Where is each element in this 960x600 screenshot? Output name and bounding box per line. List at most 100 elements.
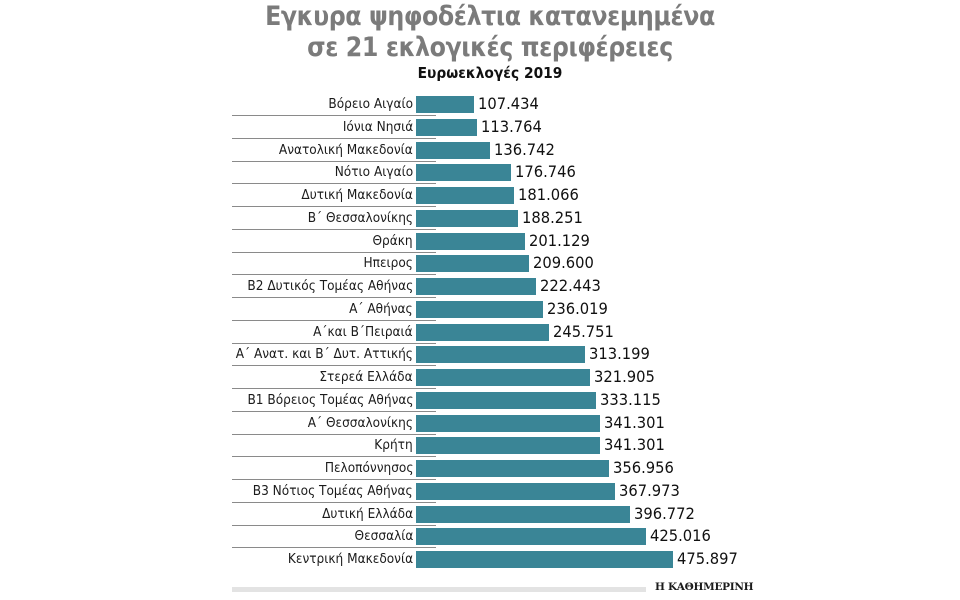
- category-label: Α΄ Ανατ. και Β΄ Δυτ. Αττικής: [235, 346, 413, 363]
- row-separator: [232, 456, 436, 458]
- row-separator: [232, 251, 436, 253]
- row-separator: [232, 274, 436, 276]
- value-label: 113.764: [481, 116, 542, 136]
- category-label: Α΄ Αθήνας: [349, 300, 413, 317]
- bar-row: Α΄ Ανατ. και Β΄ Δυτ. Αττικής 313.199: [232, 344, 832, 367]
- bar-row: Κρήτη 341.301: [232, 435, 832, 458]
- row-separator: [232, 433, 436, 435]
- value-label: 321.905: [594, 367, 655, 386]
- bar-row: Α΄ Θεσσαλονίκης 341.301: [232, 413, 832, 436]
- category-label: Πελοπόννησος: [324, 460, 413, 476]
- row-separator: [232, 547, 436, 549]
- category-label: Β3 Νότιος Τομέας Αθήνας: [253, 482, 413, 499]
- category-label: Δυτική Ελλάδα: [321, 505, 413, 522]
- bar-row: Β΄ Θεσσαλονίκης 188.251: [232, 208, 832, 231]
- category-label: Θεσσαλία: [354, 528, 413, 545]
- value-label: 209.600: [533, 253, 594, 273]
- bar: [416, 187, 514, 204]
- category-label: Ηπειρος: [363, 255, 413, 272]
- bar: [416, 278, 536, 295]
- category-label: Θράκη: [372, 232, 413, 249]
- value-label: 333.115: [600, 389, 661, 409]
- chart-subtitle: Ευρωεκλογές 2019: [417, 64, 563, 82]
- value-label: 245.751: [553, 321, 614, 341]
- bar: [416, 369, 590, 386]
- category-label: Α΄ Θεσσαλονίκης: [307, 414, 413, 431]
- row-separator: [232, 342, 436, 344]
- row-separator: [232, 115, 436, 116]
- bar: [416, 323, 549, 341]
- value-label: 107.434: [478, 94, 539, 113]
- value-label: 313.199: [589, 344, 650, 364]
- bar-row: Δυτική Ελλάδα 396.772: [232, 504, 832, 527]
- bar-row: Β2 Δυτικός Τομέας Αθήνας 222.443: [232, 276, 832, 299]
- bar: [416, 551, 673, 568]
- value-label: 176.746: [515, 162, 576, 182]
- row-separator: [232, 319, 436, 321]
- category-label: Ιόνια Νησιά: [342, 118, 413, 135]
- bar-row: Δυτική Μακεδονία 181.066: [232, 185, 832, 208]
- value-label: 356.956: [613, 458, 674, 477]
- bar: [416, 528, 646, 546]
- bar-row: Α΄και Β΄Πειραιά 245.751: [232, 322, 832, 345]
- value-label: 201.129: [529, 230, 590, 250]
- bar: [416, 505, 630, 523]
- bar-row: Στερεά Ελλάδα 321.905: [232, 367, 832, 390]
- bar-row: Θεσσαλία 425.016: [232, 526, 832, 549]
- chart-title-line-2: σε 21 εκλογικές περιφέρειες: [307, 32, 673, 63]
- row-separator: [232, 160, 436, 162]
- bar: [416, 346, 585, 364]
- bar-row: Α΄ Αθήνας 236.019: [232, 299, 832, 322]
- bar: [416, 300, 543, 318]
- bar-row: Ιόνια Νησιά 113.764: [232, 117, 832, 140]
- category-label: Κεντρική Μακεδονία: [287, 551, 413, 567]
- value-label: 341.301: [604, 412, 665, 432]
- row-separator: [232, 410, 436, 412]
- bar-row: Πελοπόννησος 356.956: [232, 458, 832, 481]
- row-separator: [232, 228, 436, 230]
- row-separator: [232, 501, 436, 503]
- row-separator: [232, 297, 436, 298]
- row-separator: [232, 183, 436, 185]
- value-label: 475.897: [677, 549, 738, 568]
- bar: [416, 96, 474, 113]
- bar-row: Β3 Νότιος Τομέας Αθήνας 367.973: [232, 481, 832, 504]
- row-separator: [232, 524, 436, 526]
- value-label: 188.251: [522, 207, 583, 227]
- category-label: Β2 Δυτικός Τομέας Αθήνας: [247, 278, 413, 294]
- value-label: 222.443: [540, 276, 601, 295]
- chart-title-line-1: Εγκυρα ψηφοδέλτια κατανεμημένα: [265, 1, 715, 32]
- bar-row: Ανατολική Μακεδονία 136.742: [232, 140, 832, 163]
- bar: [416, 141, 490, 159]
- bar-row: Ηπειρος 209.600: [232, 253, 832, 276]
- bar: [416, 164, 511, 182]
- value-label: 181.066: [518, 185, 579, 204]
- row-separator: [232, 137, 436, 139]
- bar: [416, 414, 600, 432]
- category-label: Β1 Βόρειος Τομέας Αθήνας: [246, 391, 413, 408]
- footer-divider: [232, 587, 646, 592]
- value-label: 341.301: [604, 435, 665, 455]
- value-label: 367.973: [619, 480, 680, 500]
- bar: [416, 482, 615, 500]
- bar: [416, 391, 596, 409]
- bar: [416, 255, 529, 273]
- value-label: 136.742: [494, 139, 555, 159]
- category-label: Βόρειο Αιγαίο: [328, 96, 413, 112]
- category-label: Α΄και Β΄Πειραιά: [313, 323, 413, 340]
- bar-row: Νότιο Αιγαίο 176.746: [232, 162, 832, 185]
- row-separator: [232, 388, 436, 389]
- category-label: Δυτική Μακεδονία: [301, 187, 413, 203]
- bar: [416, 232, 525, 250]
- bar: [416, 460, 609, 477]
- bar-row: Θράκη 201.129: [232, 231, 832, 254]
- bar-row: Βόρειο Αιγαίο 107.434: [232, 94, 832, 117]
- row-separator: [232, 479, 436, 480]
- category-label: Β΄ Θεσσαλονίκης: [307, 209, 413, 226]
- category-label: Στερεά Ελλάδα: [319, 369, 413, 385]
- bar: [416, 437, 600, 455]
- value-label: 236.019: [547, 298, 608, 318]
- bar-row: Β1 Βόρειος Τομέας Αθήνας 333.115: [232, 390, 832, 413]
- category-label: Νότιο Αιγαίο: [334, 164, 413, 181]
